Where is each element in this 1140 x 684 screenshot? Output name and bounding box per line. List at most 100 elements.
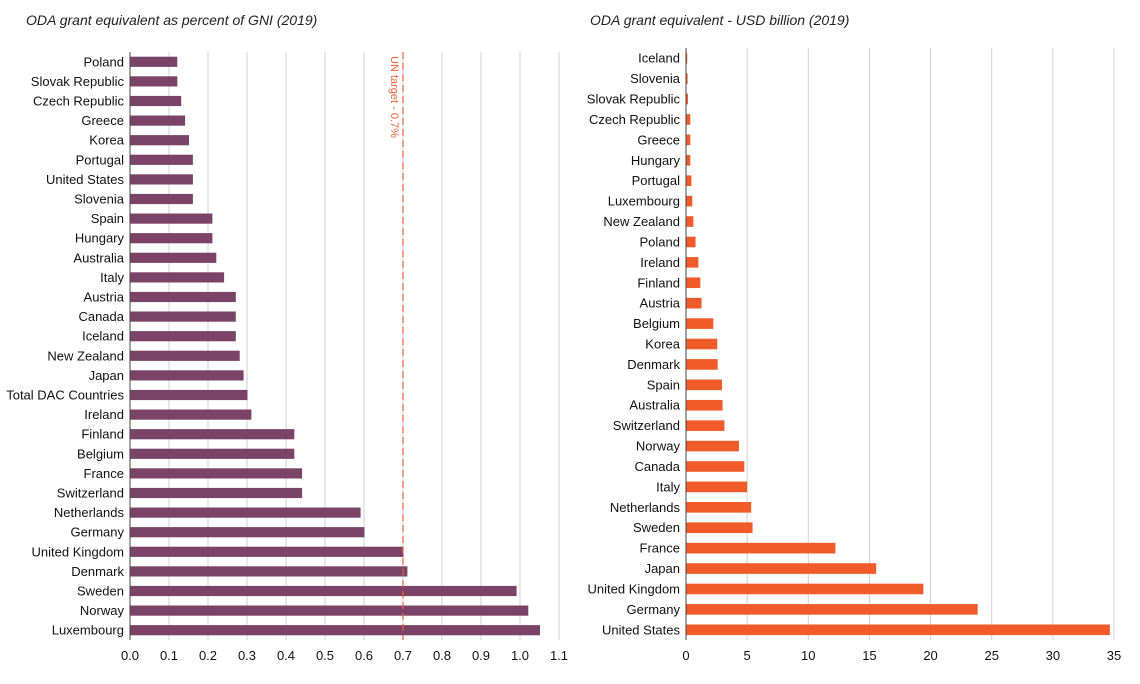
gni-category-label: Germany xyxy=(71,525,125,540)
gni-tick-label: 0.5 xyxy=(316,648,334,663)
usd-bar xyxy=(686,624,1110,636)
gni-bar xyxy=(130,487,303,499)
gni-category-label: Belgium xyxy=(77,446,124,461)
usd-tick-label: 25 xyxy=(984,648,998,663)
gni-bar xyxy=(130,291,236,303)
usd-category-label: Sweden xyxy=(633,520,680,535)
gni-category-label: Sweden xyxy=(77,584,124,599)
usd-bar xyxy=(686,52,688,64)
gni-tick-label: 1.1 xyxy=(550,648,568,663)
gni-bar xyxy=(130,429,295,440)
usd-bar xyxy=(686,399,723,411)
usd-bar xyxy=(686,604,978,615)
usd-bar xyxy=(686,502,752,513)
gni-category-label: Japan xyxy=(89,368,124,383)
gni-bar xyxy=(130,350,240,361)
gni-category-label: France xyxy=(84,466,124,481)
usd-category-label: Korea xyxy=(645,337,680,352)
gni-bar xyxy=(130,389,248,401)
usd-bar xyxy=(686,379,722,391)
usd-bar xyxy=(686,461,745,472)
gni-target-label: UN target - 0.7% xyxy=(388,56,400,138)
usd-tick-label: 0 xyxy=(682,648,689,663)
usd-bar xyxy=(686,175,692,186)
usd-category-label: Spain xyxy=(647,377,680,392)
usd-bar xyxy=(686,440,739,452)
usd-bar xyxy=(686,154,691,166)
gni-bar xyxy=(130,566,408,577)
gni-category-label: United States xyxy=(46,172,125,187)
gni-bar xyxy=(130,252,217,263)
usd-bar xyxy=(686,277,701,289)
gni-category-label: Norway xyxy=(80,603,125,618)
gni-bar xyxy=(130,311,236,322)
usd-bar xyxy=(686,73,688,84)
gni-category-label: Finland xyxy=(81,427,124,442)
usd-category-label: Hungary xyxy=(631,153,681,168)
gni-bar xyxy=(130,448,295,459)
gni-bar xyxy=(130,585,517,597)
usd-bar xyxy=(686,236,696,248)
gni-tick-label: 0.4 xyxy=(277,648,295,663)
gni-category-label: Denmark xyxy=(71,564,124,579)
gni-tick-label: 0.2 xyxy=(199,648,217,663)
gni-bar xyxy=(130,468,303,479)
usd-tick-label: 15 xyxy=(862,648,876,663)
gni-bar xyxy=(130,115,186,126)
usd-category-label: Austria xyxy=(640,296,681,311)
gni-category-label: Total DAC Countries xyxy=(6,388,124,403)
gni-category-label: Italy xyxy=(100,270,124,285)
usd-category-label: New Zealand xyxy=(603,214,680,229)
usd-bar xyxy=(686,522,753,534)
gni-category-label: Ireland xyxy=(84,407,124,422)
gni-category-label: Hungary xyxy=(75,231,125,246)
usd-category-label: Ireland xyxy=(640,255,680,270)
gni-bar xyxy=(130,546,404,557)
usd-bar xyxy=(686,359,718,370)
usd-category-label: Canada xyxy=(634,459,680,474)
gni-category-label: Greece xyxy=(81,113,124,128)
usd-category-label: Australia xyxy=(629,398,680,413)
usd-category-label: United States xyxy=(602,622,681,637)
gni-category-label: Australia xyxy=(73,250,124,265)
gni-bar xyxy=(130,272,225,283)
gni-tick-label: 0.8 xyxy=(433,648,451,663)
gni-bar xyxy=(130,605,529,616)
gni-bar xyxy=(130,409,252,420)
gni-category-label: Luxembourg xyxy=(52,623,124,638)
gni-tick-label: 0.0 xyxy=(121,648,139,663)
gni-category-label: United Kingdom xyxy=(32,544,125,559)
gni-category-label: Switzerland xyxy=(57,486,124,501)
gni-bar xyxy=(130,233,213,244)
gni-tick-label: 0.3 xyxy=(238,648,256,663)
gni-bar xyxy=(130,193,193,205)
gni-bar xyxy=(130,507,361,518)
usd-bar xyxy=(686,297,702,309)
usd-bar xyxy=(686,134,691,146)
usd-category-label: Poland xyxy=(640,234,680,249)
usd-category-label: Denmark xyxy=(627,357,680,372)
chart-title-gni: ODA grant equivalent as percent of GNI (… xyxy=(26,12,318,28)
gni-bar xyxy=(130,527,365,538)
gni-tick-label: 0.6 xyxy=(355,648,373,663)
gni-tick-label: 1.0 xyxy=(511,648,529,663)
gni-category-label: Spain xyxy=(91,211,124,226)
usd-tick-label: 10 xyxy=(801,648,815,663)
usd-category-label: Switzerland xyxy=(613,418,680,433)
usd-category-label: Slovenia xyxy=(630,71,681,86)
gni-bar xyxy=(130,95,182,107)
gni-category-label: Slovak Republic xyxy=(31,74,125,89)
usd-bar xyxy=(686,114,691,125)
usd-tick-label: 30 xyxy=(1046,648,1060,663)
gni-category-label: Canada xyxy=(78,309,124,324)
usd-category-label: Luxembourg xyxy=(608,194,680,209)
usd-category-label: Norway xyxy=(636,439,681,454)
usd-bar xyxy=(686,420,725,431)
gni-category-label: Portugal xyxy=(76,152,125,167)
gni-tick-label: 0.7 xyxy=(394,648,412,663)
gni-bar xyxy=(130,135,189,146)
usd-bar xyxy=(686,583,924,595)
gni-bar xyxy=(130,154,193,165)
usd-tick-label: 5 xyxy=(744,648,751,663)
